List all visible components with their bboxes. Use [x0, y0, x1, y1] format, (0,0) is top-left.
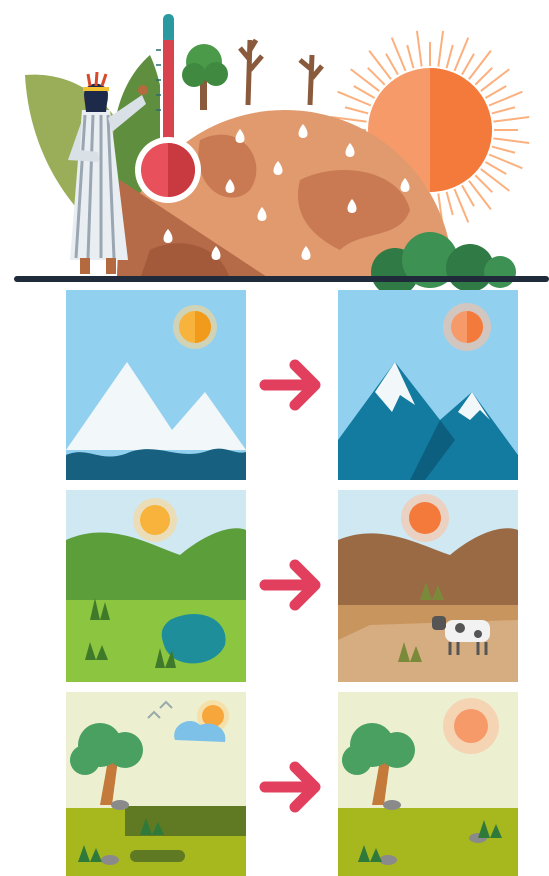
panel-field-after-part	[338, 620, 518, 682]
trees-part	[182, 63, 206, 87]
person-part	[83, 87, 109, 91]
panel-field-before-part	[140, 505, 170, 535]
sun-ray	[475, 175, 492, 192]
arrow	[265, 767, 315, 807]
person-part	[80, 258, 90, 274]
panel-field-after	[338, 490, 518, 682]
arrow	[265, 365, 315, 405]
sun-ray	[407, 45, 413, 68]
sun-ray	[493, 138, 529, 143]
sun-ray	[485, 162, 506, 174]
cow-part	[474, 630, 482, 638]
climate-illustration	[0, 0, 549, 876]
sun-half	[430, 68, 492, 192]
sun-ray	[345, 107, 368, 113]
sun-ray	[417, 31, 422, 67]
sun-ray	[492, 107, 515, 113]
person-part	[138, 85, 148, 95]
thermometer-part	[163, 14, 174, 44]
cow-part	[445, 620, 490, 642]
trees-part	[204, 62, 228, 86]
sun-ray	[447, 45, 453, 68]
arrows	[265, 365, 315, 807]
panel-tree-before-part	[130, 850, 185, 862]
bush-part	[484, 256, 516, 288]
panel-tree-before-part	[101, 855, 119, 865]
page: (() => { const ns = 'http://www.w3.org/2…	[0, 0, 549, 876]
sun-ray	[485, 86, 506, 98]
sun-ray	[493, 117, 529, 122]
trees-part	[300, 55, 322, 105]
panel-tree-before-part	[107, 732, 143, 768]
panel-tree-after	[338, 692, 518, 876]
sun-ray	[354, 86, 375, 98]
ground-line	[14, 276, 549, 282]
panel-field-after-part	[409, 502, 441, 534]
panel-tree-before	[66, 692, 246, 876]
sun-ray	[475, 68, 492, 85]
sun-ray	[462, 54, 474, 75]
panel-snow-before	[66, 290, 246, 480]
sun-ray	[447, 192, 453, 215]
panel-tree-after-part	[338, 808, 518, 876]
panel-tree-after-part	[454, 709, 488, 743]
panel-tree-before-part	[202, 705, 224, 727]
panel-tree-after-part	[342, 745, 372, 775]
panel-tree-after-part	[379, 732, 415, 768]
panel-field-before	[66, 490, 246, 682]
sun-ray	[368, 68, 385, 85]
sun-ray	[438, 31, 443, 67]
sun-ray	[492, 147, 515, 153]
trees-part	[240, 40, 262, 105]
panel-tree-before-part	[111, 800, 129, 810]
trees	[182, 40, 322, 110]
panel-tree-after-part	[383, 800, 401, 810]
sun-ray	[386, 54, 398, 75]
cow-part	[455, 623, 465, 633]
person-part	[106, 258, 116, 274]
person-part	[88, 72, 106, 86]
panel-tree-after-part	[379, 855, 397, 865]
arrow	[265, 565, 315, 605]
cow-part	[432, 616, 446, 630]
panel-tree-before-part	[70, 745, 100, 775]
panel-snow-after	[338, 290, 518, 480]
sun-ray	[462, 185, 474, 206]
